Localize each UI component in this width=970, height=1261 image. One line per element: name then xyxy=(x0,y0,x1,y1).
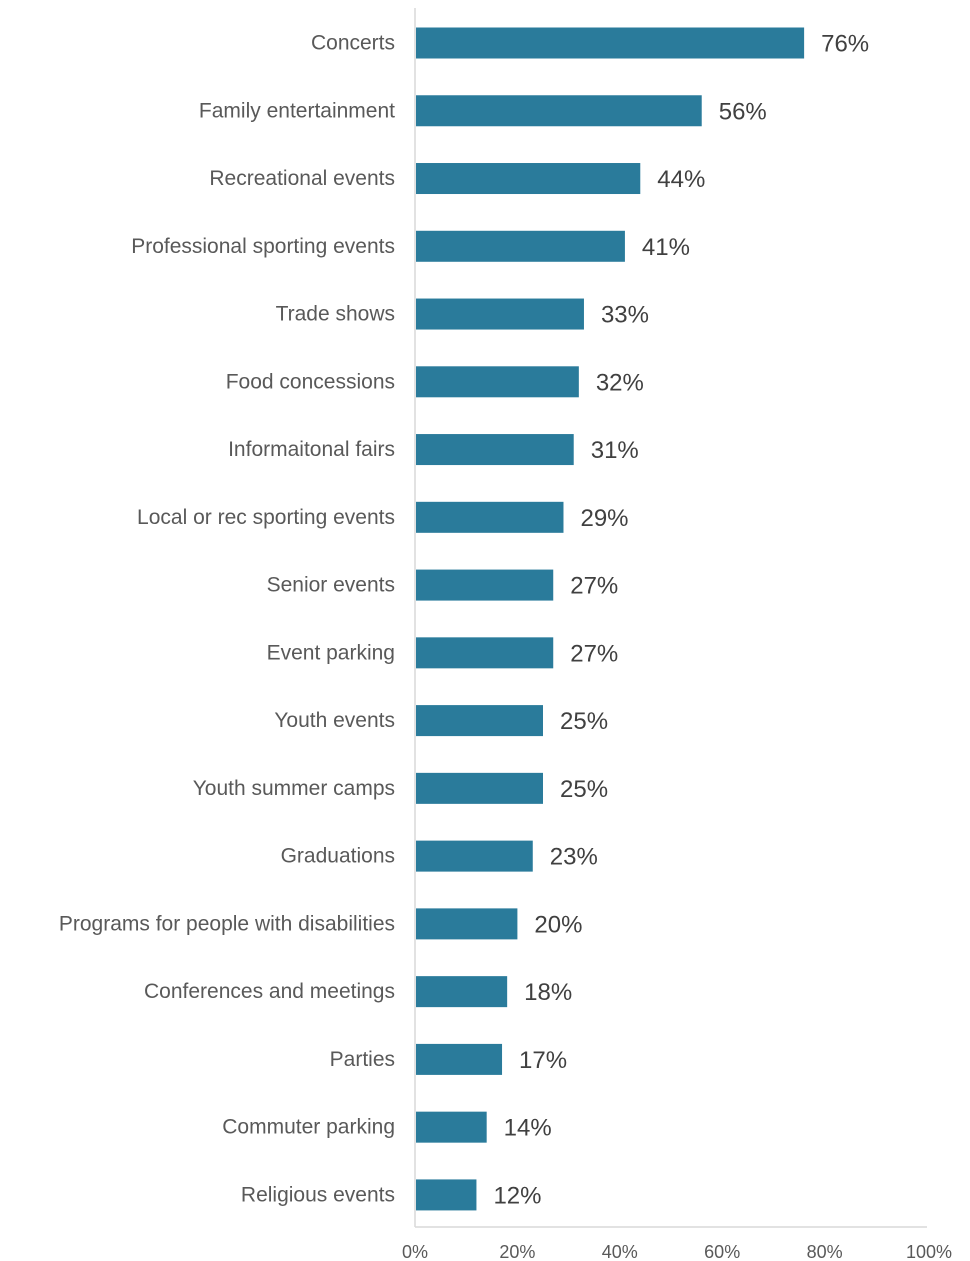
bar-professional-sporting-events xyxy=(416,230,625,262)
value-label-youth-events: 25% xyxy=(560,708,608,735)
category-label-programs-for-people-with-disabilities: Programs for people with disabilities xyxy=(59,912,395,935)
x-tick-label-100: 100% xyxy=(906,1242,952,1261)
value-label-recreational-events: 44% xyxy=(657,166,705,193)
value-label-senior-events: 27% xyxy=(570,573,618,600)
category-label-local-or-rec-sporting-events: Local or rec sporting events xyxy=(137,506,395,529)
bar-local-or-rec-sporting-events xyxy=(416,501,564,533)
x-tick-label-0: 0% xyxy=(402,1242,428,1261)
bar-youth-events xyxy=(416,705,543,737)
bar-trade-shows xyxy=(416,298,584,330)
bars-group xyxy=(416,27,805,1211)
bar-food-concessions xyxy=(416,366,579,398)
bar-conferences-and-meetings xyxy=(416,976,508,1008)
x-tick-label-80: 80% xyxy=(807,1242,843,1261)
value-label-graduations: 23% xyxy=(550,844,598,871)
value-label-concerts: 76% xyxy=(821,31,869,58)
category-label-commuter-parking: Commuter parking xyxy=(222,1116,395,1139)
value-label-informaitonal-fairs: 31% xyxy=(591,437,639,464)
x-tick-label-40: 40% xyxy=(602,1242,638,1261)
category-labels-group: Concerts Family entertainment Recreational… xyxy=(59,32,395,1207)
value-label-trade-shows: 33% xyxy=(601,302,649,329)
value-label-conferences-and-meetings: 18% xyxy=(524,979,572,1006)
category-label-family-entertainment: Family entertainment xyxy=(199,99,395,122)
value-label-event-parking: 27% xyxy=(570,640,618,667)
value-label-programs-for-people-with-disabilities: 20% xyxy=(534,911,582,938)
category-label-event-parking: Event parking xyxy=(267,641,395,664)
category-label-parties: Parties xyxy=(330,1048,395,1071)
value-label-parties: 17% xyxy=(519,1047,567,1074)
bar-event-parking xyxy=(416,637,554,669)
category-label-concerts: Concerts xyxy=(311,32,395,55)
category-label-conferences-and-meetings: Conferences and meetings xyxy=(144,980,395,1003)
value-label-family-entertainment: 56% xyxy=(719,98,767,125)
category-label-professional-sporting-events: Professional sporting events xyxy=(131,235,395,258)
bar-recreational-events xyxy=(416,163,641,195)
x-tick-label-20: 20% xyxy=(499,1242,535,1261)
bar-family-entertainment xyxy=(416,95,702,127)
value-label-food-concessions: 32% xyxy=(596,369,644,396)
axes-group xyxy=(414,8,927,1228)
x-tick-labels-group: 0% 20% 40% 60% 80% 100% xyxy=(402,1242,952,1261)
bar-informaitonal-fairs xyxy=(416,434,574,466)
category-label-youth-summer-camps: Youth summer camps xyxy=(193,777,395,800)
bar-parties xyxy=(416,1043,503,1075)
category-label-senior-events: Senior events xyxy=(267,574,395,597)
category-label-religious-events: Religious events xyxy=(241,1183,395,1206)
bar-graduations xyxy=(416,840,533,872)
bar-commuter-parking xyxy=(416,1111,487,1143)
x-tick-label-60: 60% xyxy=(704,1242,740,1261)
bar-senior-events xyxy=(416,569,554,601)
bar-religious-events xyxy=(416,1179,477,1211)
value-label-youth-summer-camps: 25% xyxy=(560,776,608,803)
value-label-professional-sporting-events: 41% xyxy=(642,234,690,261)
category-label-informaitonal-fairs: Informaitonal fairs xyxy=(228,438,395,461)
bar-programs-for-people-with-disabilities xyxy=(416,908,518,940)
value-label-commuter-parking: 14% xyxy=(504,1115,552,1142)
category-label-recreational-events: Recreational events xyxy=(209,167,395,190)
bar-youth-summer-camps xyxy=(416,772,543,804)
bar-concerts xyxy=(416,27,805,59)
category-label-food-concessions: Food concessions xyxy=(226,370,395,393)
value-label-religious-events: 12% xyxy=(493,1182,541,1209)
category-label-trade-shows: Trade shows xyxy=(276,303,395,326)
value-label-local-or-rec-sporting-events: 29% xyxy=(580,505,628,532)
category-label-graduations: Graduations xyxy=(281,845,395,868)
value-labels-group: 76% 56% 44% 41% 33% 32% 31% 29% 27% 27% 25% 25% 23% 2… xyxy=(493,31,869,1210)
category-label-youth-events: Youth events xyxy=(274,709,395,732)
